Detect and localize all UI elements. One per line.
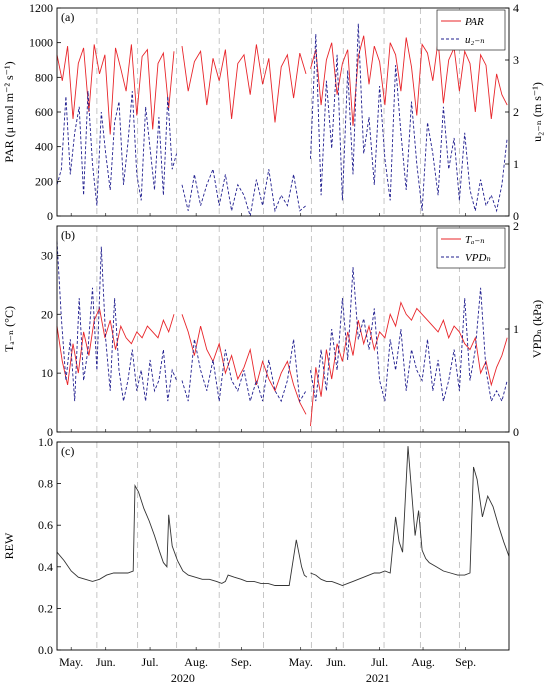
y-tick-label-right: 1 bbox=[513, 157, 519, 171]
legend: PAR u₂₋ₙ bbox=[436, 9, 506, 51]
series-line-par bbox=[310, 35, 508, 126]
y-tick-label: 0 bbox=[47, 209, 53, 223]
series-line-par bbox=[181, 44, 307, 123]
y-tick-label: 10 bbox=[41, 366, 53, 380]
series-line-vpd bbox=[310, 267, 508, 403]
y-tick-label: 0 bbox=[47, 425, 53, 439]
panel-b: 0 10 20 30 0 1 2 (b) Tₐ₋ₙ (°C) VPDₙ (kPa) Tₐ₋ₙ VPDₙ bbox=[2, 219, 544, 439]
x-tick-label: May. bbox=[289, 655, 313, 669]
y-axis-label: Tₐ₋ₙ (°C) bbox=[2, 306, 16, 352]
y-tick-label: 600 bbox=[35, 105, 53, 119]
legend: Tₐ₋ₙ VPDₙ bbox=[436, 227, 506, 269]
y-tick-label: 200 bbox=[35, 174, 53, 188]
y-tick-label-right: 0 bbox=[513, 209, 519, 223]
x-tick-label: Aug. bbox=[184, 655, 208, 669]
y-tick-label: 400 bbox=[35, 140, 53, 154]
x-tick-label: May. bbox=[59, 655, 83, 669]
y-axis-label-right: VPDₙ (kPa) bbox=[530, 300, 544, 358]
series-line-rew bbox=[310, 446, 510, 586]
x-axis: May. Jun. Jul. Aug. Sep. May. Jun. Jul. Aug. Sep.… bbox=[59, 655, 476, 685]
y-tick-label: 0.6 bbox=[38, 518, 53, 532]
x-year-label: 2020 bbox=[171, 671, 195, 685]
legend-label: PAR bbox=[464, 16, 484, 28]
x-tick-label: Sep. bbox=[455, 655, 476, 669]
y-axis-label-right: u₂₋ₙ (m s⁻¹) bbox=[530, 82, 544, 142]
panel-label: (c) bbox=[61, 444, 74, 458]
y-tick-label: 800 bbox=[35, 70, 53, 84]
legend-label: VPDₙ bbox=[465, 252, 491, 264]
y-tick-label-right: 1 bbox=[513, 322, 519, 336]
y-tick-label-right: 3 bbox=[513, 53, 519, 67]
series-line-vpd bbox=[56, 241, 178, 402]
series-line-u bbox=[56, 91, 178, 206]
panel-a: 0 200 400 600 800 1000 1200 0 1 2 3 4 (a) PAR (μ mol … bbox=[2, 1, 544, 223]
y-tick-label: 1200 bbox=[29, 1, 53, 15]
x-tick-label: Jun. bbox=[326, 655, 346, 669]
x-year-label: 2021 bbox=[366, 671, 390, 685]
x-tick-label: Sep. bbox=[231, 655, 252, 669]
panel-c: 0.0 0.2 0.4 0.6 0.8 1.0 (c) REW bbox=[2, 435, 510, 657]
x-tick-label: Jul. bbox=[371, 655, 388, 669]
y-tick-label: 1000 bbox=[29, 36, 53, 50]
x-tick-label: Aug. bbox=[411, 655, 435, 669]
series-line-u bbox=[181, 167, 307, 217]
legend-box bbox=[436, 227, 506, 269]
y-tick-label: 0.2 bbox=[38, 601, 53, 615]
legend-box bbox=[436, 9, 506, 51]
y-tick-label: 20 bbox=[41, 307, 53, 321]
series-line-t bbox=[181, 314, 307, 415]
y-tick-label-right: 0 bbox=[513, 425, 519, 439]
legend-label: Tₐ₋ₙ bbox=[465, 234, 485, 246]
series-line-vpd bbox=[181, 339, 307, 403]
panel-label: (b) bbox=[61, 228, 75, 242]
series-line-rew bbox=[56, 484, 308, 586]
y-tick-label-right: 2 bbox=[513, 219, 519, 233]
x-tick-label: Jun. bbox=[96, 655, 116, 669]
series-line-par bbox=[56, 44, 175, 135]
y-tick-label: 0.0 bbox=[38, 643, 53, 657]
series-line-t bbox=[310, 301, 508, 427]
series-line-u bbox=[310, 23, 508, 213]
panel-label: (a) bbox=[61, 10, 74, 24]
x-tick-label: Jul. bbox=[142, 655, 159, 669]
y-tick-label: 1.0 bbox=[38, 435, 53, 449]
y-tick-label: 30 bbox=[41, 248, 53, 262]
y-axis-label: PAR (μ mol m⁻² s⁻¹) bbox=[2, 61, 16, 162]
legend-label: u₂₋ₙ bbox=[465, 34, 485, 46]
y-tick-label-right: 2 bbox=[513, 105, 519, 119]
y-tick-label: 0.8 bbox=[38, 477, 53, 491]
y-axis-label: REW bbox=[2, 532, 16, 559]
y-tick-label: 0.4 bbox=[38, 560, 53, 574]
y-tick-label-right: 4 bbox=[513, 1, 519, 15]
plot-frame bbox=[56, 441, 510, 651]
